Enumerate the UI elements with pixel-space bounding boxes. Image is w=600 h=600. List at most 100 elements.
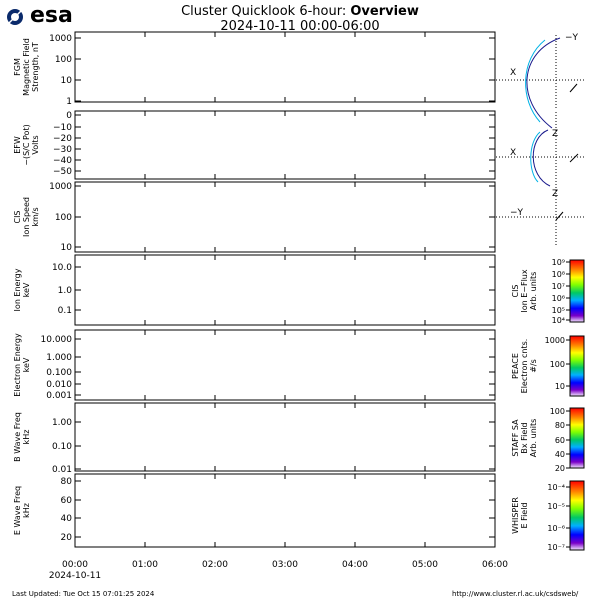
colorbar-label: Arb. units — [529, 419, 538, 458]
time-tick-label: 03:00 — [272, 560, 298, 570]
panel-cis_energy — [74, 254, 496, 326]
panel-frame — [74, 254, 496, 326]
y-tick-label: 40 — [61, 514, 73, 524]
y-axis-label: Ion Speed — [22, 197, 31, 237]
y-tick-label: 1.000 — [46, 353, 72, 363]
y-tick-label: −50 — [53, 167, 72, 177]
orbit-label-top: Z — [552, 129, 558, 139]
y-tick-label: 100 — [55, 213, 72, 223]
y-tick-label: 80 — [61, 477, 73, 487]
colorbar-fill — [569, 335, 585, 397]
time-tick-label: 06:00 — [482, 560, 508, 570]
colorbar-tick-label: 100 — [550, 407, 565, 416]
y-tick-label: 0.10 — [52, 442, 72, 452]
colorbar-tick-label: 80 — [555, 421, 565, 430]
esa-logo-icon — [6, 7, 25, 26]
y-tick-label: 1000 — [49, 34, 72, 44]
y-tick-label: −20 — [53, 134, 72, 144]
panel-fgm — [74, 31, 496, 103]
colorbar-label: #/s — [529, 359, 538, 373]
colorbar-label: PEACE — [511, 353, 520, 379]
orbit-curve-outer — [526, 37, 561, 129]
colorbar-whisper — [566, 480, 585, 551]
y-tick-label: 100 — [55, 55, 72, 65]
panel-efw — [74, 110, 496, 180]
colorbar-label: STAFF SA — [511, 419, 520, 457]
panel-frame — [74, 402, 496, 472]
time-tick-label: 00:00 — [62, 560, 88, 570]
y-axis-label: kHz — [22, 430, 31, 445]
colorbar-label: Arb. units — [529, 272, 538, 311]
y-axis-label: E Wave Freq — [13, 486, 22, 535]
colorbar-tick-label: 10⁸ — [552, 270, 565, 279]
orbit-plot-3 — [496, 172, 584, 247]
y-tick-label: 1 — [66, 97, 72, 107]
orbit-label-side: −Y — [510, 208, 524, 218]
panel-cis_speed — [74, 181, 496, 253]
colorbar-staff — [566, 407, 585, 469]
source-url[interactable]: http://www.cluster.rl.ac.uk/csdsweb/ — [452, 590, 579, 598]
panel-whisper — [74, 473, 496, 548]
y-axis-label: keV — [22, 357, 31, 372]
y-axis-label: −(S/C Pot) — [22, 124, 31, 165]
y-tick-label: 10 — [61, 243, 73, 253]
y-axis-label: B Wave Freq — [13, 412, 22, 462]
colorbar-label: Bx Field — [520, 422, 529, 453]
orbit-plot-2 — [496, 112, 584, 187]
orbit-curve-inner — [525, 39, 546, 123]
panel-frame — [74, 110, 496, 180]
orbit-curve-inner — [530, 131, 541, 183]
colorbar-tick-label: 10⁶ — [552, 294, 565, 303]
colorbar-tick-label: 10 — [555, 382, 565, 391]
y-tick-label: 20 — [61, 533, 73, 543]
colorbar-peace — [566, 335, 585, 397]
time-tick-label: 04:00 — [342, 560, 368, 570]
time-tick-label: 02:00 — [202, 560, 228, 570]
panel-frame — [74, 473, 496, 548]
orbit-label-top: −Y — [565, 33, 579, 43]
colorbar-tick-label: 1000 — [545, 336, 565, 345]
colorbar-tick-label: 10⁹ — [552, 258, 565, 267]
colorbar-tick-label: 10⁻⁷ — [547, 543, 565, 552]
y-tick-label: 10 — [61, 76, 73, 86]
time-date-label: 2024-10-11 — [49, 571, 101, 581]
y-tick-label: −30 — [53, 145, 72, 155]
orbit-position-marker — [555, 211, 564, 221]
y-tick-label: 1000 — [49, 182, 72, 192]
panel-frame — [74, 329, 496, 401]
colorbar-tick-label: 10⁴ — [552, 316, 565, 325]
colorbar-label: Ion E−Flux — [520, 269, 529, 313]
y-tick-label: 10.0 — [52, 263, 72, 273]
colorbar-label: E Field — [520, 502, 529, 528]
y-tick-label: 0.100 — [46, 368, 72, 378]
y-tick-label: 0 — [66, 111, 72, 121]
colorbar-fill — [569, 407, 585, 469]
y-axis-label: Ion Energy — [13, 268, 22, 311]
panel-staff — [74, 402, 496, 472]
y-axis-label: Volts — [31, 135, 40, 154]
colorbar-cis_energy — [566, 259, 585, 323]
y-tick-label: −40 — [53, 156, 72, 166]
y-axis-label: km/s — [31, 207, 40, 226]
colorbar-tick-label: 10⁵ — [552, 306, 565, 315]
y-tick-label: 1.0 — [58, 286, 73, 296]
esa-logo: esa — [4, 4, 90, 30]
y-axis-label: Magnetic Field — [22, 38, 31, 96]
orbit-position-marker — [569, 83, 578, 93]
orbit-curve-outer — [532, 129, 551, 187]
y-tick-label: 10.000 — [41, 335, 73, 345]
colorbar-tick-label: 40 — [555, 450, 565, 459]
colorbar-tick-label: 100 — [550, 360, 565, 369]
colorbar-label: WHISPER — [511, 497, 520, 534]
colorbar-tick-label: 10⁻⁵ — [547, 502, 565, 511]
page-subtitle: 2024-10-11 00:00-06:00 — [220, 19, 380, 34]
page-title-bold: Overview — [350, 4, 419, 19]
colorbar-tick-label: 10⁻⁶ — [547, 524, 565, 533]
y-tick-label: 60 — [61, 496, 73, 506]
colorbar-fill — [569, 480, 585, 551]
time-tick-label: 05:00 — [412, 560, 438, 570]
orbit-label-side: X — [510, 148, 516, 158]
y-tick-label: −10 — [53, 123, 72, 133]
y-tick-label: 0.001 — [46, 391, 72, 401]
